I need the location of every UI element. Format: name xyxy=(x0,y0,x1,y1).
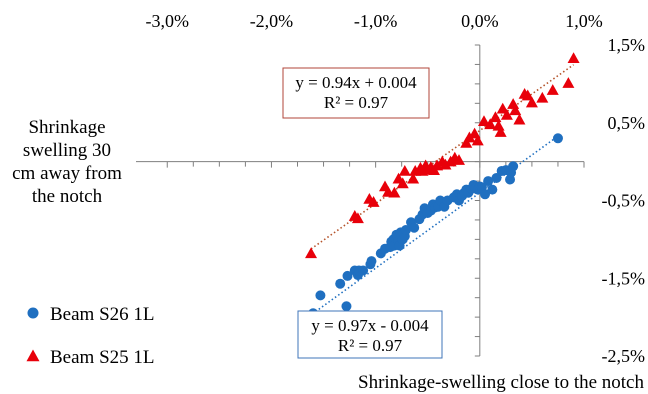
data-point-triangle xyxy=(367,196,380,207)
data-point-triangle xyxy=(546,84,559,95)
data-point-triangle xyxy=(494,126,507,137)
data-point-circle xyxy=(480,189,491,200)
x-tick-label: -2,0% xyxy=(250,11,294,31)
data-point-circle xyxy=(366,256,377,267)
data-point-circle xyxy=(315,290,326,301)
data-point-triangle xyxy=(567,52,580,64)
data-point-circle xyxy=(342,270,353,281)
tick-labels: -3,0% -2,0% -1,0% 0,0% 1,0%1,5% 0,5% -0,5% -1,5… xyxy=(12,11,645,393)
data-point-triangle xyxy=(509,104,522,116)
y-axis-title-line: Shrinkage xyxy=(28,117,105,138)
data-point-triangle xyxy=(351,212,364,224)
x-tick-label: 1,0% xyxy=(565,11,603,31)
legend: Beam S26 1L Beam S25 1L xyxy=(26,304,155,368)
data-point-triangle xyxy=(562,77,575,88)
data-point-triangle xyxy=(536,91,549,103)
data-point-triangle xyxy=(525,96,538,108)
data-point-circle xyxy=(409,222,420,233)
data-points xyxy=(300,52,580,323)
data-point-circle xyxy=(335,278,346,289)
data-point-triangle xyxy=(477,115,490,126)
trendline-equation: y = 0.94x + 0.004 xyxy=(295,73,417,92)
data-point-circle xyxy=(508,161,519,172)
y-axis-title-line: the notch xyxy=(32,186,103,207)
red-equation-box xyxy=(282,67,430,119)
data-point-circle xyxy=(400,225,411,236)
blue-equation-box xyxy=(297,310,443,359)
data-point-triangle xyxy=(496,102,509,114)
y-tick-label: 1,5% xyxy=(608,35,646,55)
trendline-r2: R² = 0.97 xyxy=(324,93,389,112)
data-point-triangle xyxy=(439,158,452,170)
data-point-triangle xyxy=(396,177,409,189)
data-point-triangle xyxy=(463,131,476,143)
data-point-circle xyxy=(358,265,369,276)
data-point-triangle xyxy=(500,108,513,120)
data-point-circle xyxy=(491,172,502,183)
data-point-triangle xyxy=(388,186,401,198)
data-point-triangle xyxy=(489,111,502,123)
x-tick-label: -3,0% xyxy=(146,11,190,31)
data-point-circle xyxy=(487,184,498,195)
data-point-triangle xyxy=(431,159,444,171)
y-tick-label: -0,5% xyxy=(602,191,646,211)
y-axis-title: Shrinkage swelling 30 cm away from the notc… xyxy=(12,117,122,207)
data-point-triangle xyxy=(460,136,473,148)
y-axis-title-line: swelling 30 xyxy=(23,140,111,161)
data-point-triangle xyxy=(407,172,420,184)
data-point-circle xyxy=(341,301,352,312)
y-axis-title-line: cm away from xyxy=(12,163,122,184)
legend-label: Beam S26 1L xyxy=(50,304,155,325)
data-point-triangle xyxy=(305,247,318,259)
y-tick-label: -2,5% xyxy=(602,346,646,366)
data-point-triangle xyxy=(513,113,526,125)
data-point-triangle xyxy=(398,164,411,176)
legend-marker-circle xyxy=(27,307,39,319)
data-point-triangle xyxy=(452,154,465,165)
legend-label: Beam S25 1L xyxy=(50,347,155,368)
y-tick-label: -1,5% xyxy=(602,268,646,288)
data-point-triangle xyxy=(471,134,484,146)
legend-marker-triangle xyxy=(26,349,40,362)
x-tick-label: -1,0% xyxy=(354,11,398,31)
x-axis-title: Shrinkage-swelling close to the notch xyxy=(358,372,644,393)
data-point-circle xyxy=(483,176,494,187)
trendline-equation: y = 0.97x - 0.004 xyxy=(311,316,429,335)
x-tick-label: 0,0% xyxy=(461,11,499,31)
data-point-circle xyxy=(552,133,563,144)
data-point-triangle xyxy=(484,118,497,130)
trendline-r2: R² = 0.97 xyxy=(338,336,403,355)
data-point-triangle xyxy=(521,89,534,101)
y-tick-label: 0,5% xyxy=(608,113,646,133)
